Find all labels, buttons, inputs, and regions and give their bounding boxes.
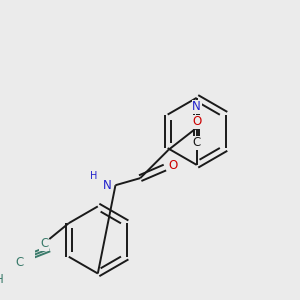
Text: H: H bbox=[90, 171, 97, 182]
Text: C: C bbox=[193, 136, 201, 149]
Text: N: N bbox=[192, 100, 201, 113]
Text: C: C bbox=[15, 256, 23, 269]
Text: O: O bbox=[192, 115, 201, 128]
Text: O: O bbox=[168, 159, 178, 172]
Text: C: C bbox=[40, 237, 48, 250]
Text: H: H bbox=[0, 273, 3, 286]
Text: N: N bbox=[103, 179, 112, 192]
